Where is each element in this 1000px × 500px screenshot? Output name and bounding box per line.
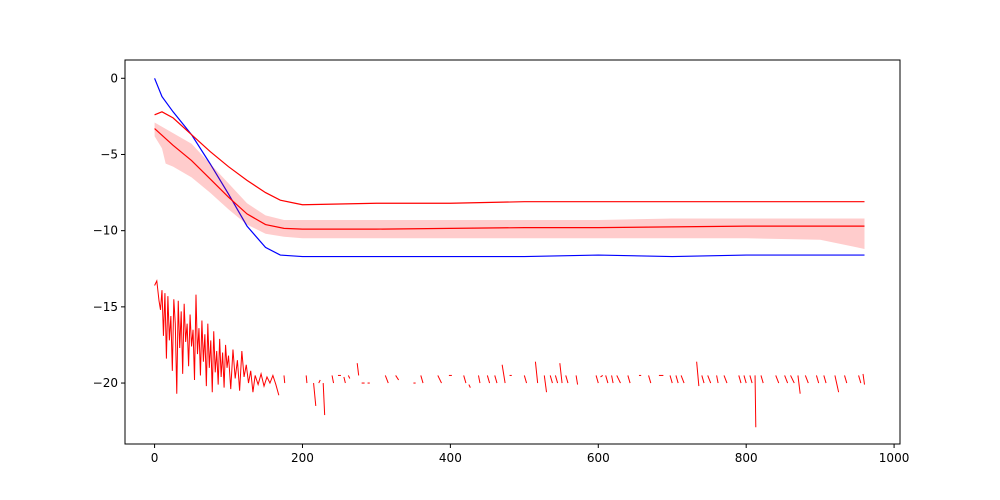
series-noisy-segment (823, 375, 827, 384)
plot-area (154, 78, 865, 428)
series-noisy-segment (477, 375, 481, 384)
series-noisy-segment (322, 383, 326, 416)
y-tick-label: 0 (110, 71, 118, 85)
series-noisy-segment (680, 375, 685, 384)
series-noisy-segment (797, 375, 801, 394)
series-noisy-segment (627, 375, 631, 384)
series-noisy-segment (468, 384, 471, 388)
series-noisy-segment (486, 375, 491, 384)
series-noisy-segment (675, 375, 679, 384)
series-line-2 (154, 111, 865, 206)
series-noisy-segment (575, 375, 579, 385)
y-tick-label: −5 (100, 147, 118, 161)
series-noisy-segment (844, 375, 848, 384)
series-noisy-segment (343, 376, 346, 384)
series-noisy-segment (318, 379, 321, 384)
series-noisy-segment (858, 375, 862, 384)
x-axis: 0 200 400 600 800 1000 (151, 444, 910, 465)
series-noisy-segment (554, 375, 559, 384)
y-tick-label: −10 (93, 224, 118, 238)
series-noisy-segment (463, 375, 467, 384)
series-noisy-segment (611, 375, 614, 384)
series-noisy-segment (696, 361, 700, 387)
series-noisy-segment (523, 375, 528, 384)
series-noisy-segment (707, 375, 712, 384)
series-noisy-segment (565, 375, 569, 384)
series-noisy-segment (815, 375, 820, 384)
series-noisy-segment (804, 375, 809, 384)
x-tick-label: 1000 (879, 451, 910, 465)
series-noisy-segment (305, 375, 308, 384)
series-noisy-segment (331, 375, 335, 384)
series-line-1 (154, 78, 865, 258)
series-noisy-segment (701, 375, 705, 384)
confidence-band (154, 122, 865, 249)
series-noisy-segment (749, 375, 753, 384)
series-noisy-segment (784, 375, 789, 384)
series-noisy-segment (384, 375, 389, 384)
series-noisy-segment (559, 363, 563, 384)
series-noisy-segment (595, 375, 599, 384)
series-noisy-segment (616, 375, 621, 384)
series-noisy-segment (283, 375, 286, 384)
series-noisy-segment (501, 364, 506, 384)
series-mean-line (154, 128, 865, 230)
series-noisy-segment (862, 373, 865, 385)
series-noisy-segment (420, 375, 424, 384)
series-noisy-segment (754, 375, 757, 428)
series-noisy-segment (494, 375, 498, 384)
series-noisy-segment (648, 375, 652, 384)
series-noisy-segment (834, 375, 840, 393)
series-noisy-segment (347, 375, 351, 379)
y-tick-label: −15 (93, 300, 118, 314)
series-noisy-segment (543, 375, 548, 393)
x-tick-label: 600 (587, 451, 610, 465)
series-noisy-segment (669, 375, 673, 384)
series-noisy-segment (395, 375, 400, 381)
y-tick-label: −20 (93, 376, 118, 390)
series-noisy-segment (600, 375, 604, 378)
series-noisy-segment (534, 361, 539, 384)
y-axis: 0 −5 −10 −15 −20 (93, 71, 125, 390)
series-noisy-segment (549, 375, 553, 384)
series-noisy-segment (743, 375, 747, 384)
x-tick-label: 200 (291, 451, 314, 465)
series-noisy-segment (738, 375, 742, 384)
series-noisy-segment (356, 363, 360, 376)
series-noisy-segment (716, 375, 719, 384)
series-noisy-segment (790, 375, 795, 384)
series-noisy-segment (775, 375, 780, 384)
x-tick-label: 0 (151, 451, 159, 465)
series-noisy-segment (313, 383, 317, 406)
series-noisy-segment (723, 375, 728, 384)
x-tick-label: 400 (439, 451, 462, 465)
series-noisy-segment (437, 375, 442, 384)
x-tick-label: 800 (735, 451, 758, 465)
series-noisy-segment (760, 375, 764, 384)
series-noisy-line (154, 279, 280, 396)
axes-frame (124, 59, 901, 445)
series-noisy-segment (605, 375, 609, 384)
